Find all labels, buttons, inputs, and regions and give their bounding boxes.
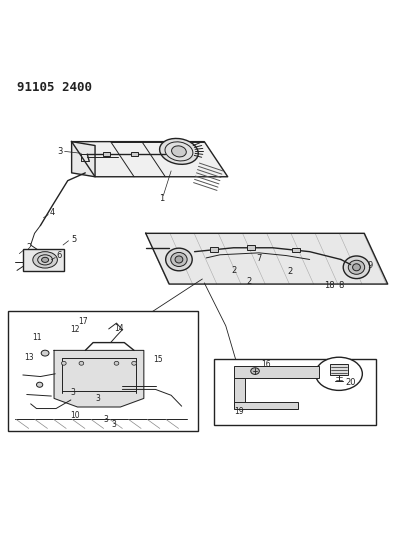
Text: 3: 3 bbox=[103, 415, 108, 424]
Text: 7: 7 bbox=[256, 254, 262, 263]
Text: 1: 1 bbox=[159, 194, 164, 203]
Ellipse shape bbox=[353, 264, 360, 271]
Text: 3: 3 bbox=[70, 387, 75, 397]
Text: 16: 16 bbox=[261, 360, 271, 369]
Bar bbox=[23, 248, 64, 271]
Text: 19: 19 bbox=[234, 407, 243, 416]
Text: 3: 3 bbox=[111, 420, 116, 429]
Ellipse shape bbox=[132, 361, 136, 365]
Bar bbox=[233, 378, 245, 406]
Ellipse shape bbox=[79, 361, 84, 365]
Bar bbox=[214, 359, 376, 425]
Text: 2: 2 bbox=[246, 277, 252, 286]
Text: 5: 5 bbox=[71, 236, 76, 245]
Ellipse shape bbox=[343, 256, 370, 279]
Ellipse shape bbox=[316, 357, 362, 390]
Text: 2: 2 bbox=[231, 266, 236, 275]
Ellipse shape bbox=[166, 248, 192, 271]
Text: 20: 20 bbox=[345, 378, 356, 387]
Bar bbox=[210, 247, 218, 252]
Bar bbox=[130, 152, 138, 156]
Text: 6: 6 bbox=[57, 251, 62, 260]
Ellipse shape bbox=[42, 257, 49, 262]
Text: 12: 12 bbox=[70, 325, 79, 334]
Ellipse shape bbox=[171, 253, 187, 266]
Polygon shape bbox=[72, 142, 95, 177]
Ellipse shape bbox=[33, 252, 57, 268]
Text: 2: 2 bbox=[27, 243, 32, 252]
Bar bbox=[8, 311, 198, 431]
Ellipse shape bbox=[175, 256, 183, 263]
Text: 9: 9 bbox=[367, 261, 373, 270]
Text: 14: 14 bbox=[114, 325, 124, 334]
Text: 13: 13 bbox=[25, 352, 34, 361]
Ellipse shape bbox=[61, 361, 66, 365]
Text: 4: 4 bbox=[50, 208, 55, 217]
Bar bbox=[331, 364, 347, 375]
Text: 8: 8 bbox=[338, 281, 343, 290]
Bar bbox=[233, 402, 298, 409]
Polygon shape bbox=[54, 350, 144, 407]
Text: 3: 3 bbox=[57, 147, 62, 156]
Bar bbox=[247, 245, 255, 250]
Text: 15: 15 bbox=[153, 355, 163, 364]
Bar bbox=[103, 152, 110, 156]
Ellipse shape bbox=[37, 382, 43, 387]
Bar bbox=[292, 248, 300, 253]
Text: 2: 2 bbox=[288, 266, 293, 276]
Ellipse shape bbox=[160, 139, 198, 164]
Text: 11: 11 bbox=[33, 333, 42, 342]
Ellipse shape bbox=[251, 368, 259, 374]
Ellipse shape bbox=[114, 361, 119, 365]
Text: 91105 2400: 91105 2400 bbox=[17, 81, 92, 94]
Polygon shape bbox=[146, 233, 388, 284]
Text: 17: 17 bbox=[78, 318, 87, 326]
Text: 18: 18 bbox=[324, 281, 334, 290]
Ellipse shape bbox=[172, 146, 186, 157]
Bar bbox=[233, 366, 320, 378]
Ellipse shape bbox=[41, 350, 49, 356]
Polygon shape bbox=[72, 142, 228, 177]
Text: 3: 3 bbox=[96, 394, 101, 403]
Text: 10: 10 bbox=[70, 411, 79, 420]
Ellipse shape bbox=[348, 260, 365, 274]
